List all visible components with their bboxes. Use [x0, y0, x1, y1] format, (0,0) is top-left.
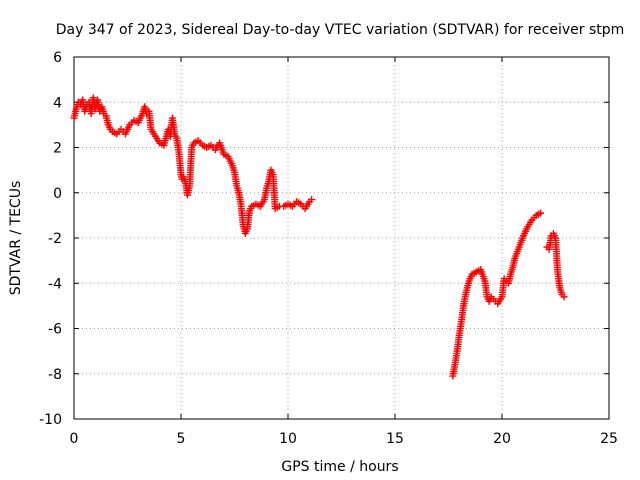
grid: [74, 57, 609, 419]
y-tick-label: -4: [48, 276, 62, 292]
x-tick-label: 15: [386, 431, 404, 447]
x-tick-label: 0: [70, 431, 79, 447]
chart-title: Day 347 of 2023, Sidereal Day-to-day VTE…: [56, 22, 625, 38]
y-tick-label: -2: [48, 231, 62, 247]
data-point-segment-2: [537, 209, 545, 217]
x-tick-label: 20: [493, 431, 511, 447]
x-tick-label: 5: [177, 431, 186, 447]
y-tick-label: -8: [48, 367, 62, 383]
x-tick-label: 25: [600, 431, 618, 447]
x-axis-label: GPS time / hours: [281, 459, 398, 475]
y-tick-label: 4: [53, 95, 62, 111]
data-points: [70, 94, 568, 380]
y-tick-label: -6: [48, 322, 62, 338]
axis-ticks: 0 5 10 15 20 25 -10 -8 -6 -4 -2 0 2 4 6: [39, 50, 618, 447]
x-tick-label: 10: [279, 431, 297, 447]
y-tick-label: -10: [39, 412, 62, 428]
y-axis-label: SDTVAR / TECUs: [8, 181, 24, 296]
data-point-segment-3: [560, 293, 568, 301]
y-tick-label: 2: [53, 141, 62, 157]
y-tick-label: 6: [53, 50, 62, 66]
y-tick-label: 0: [53, 186, 62, 202]
data-point-segment-1: [308, 196, 316, 204]
